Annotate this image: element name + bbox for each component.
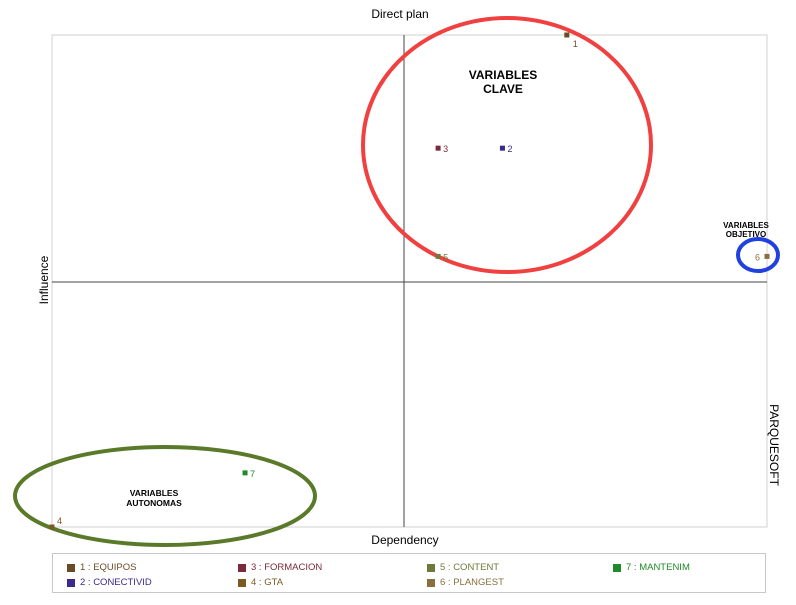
y-axis-label: Influence bbox=[37, 255, 51, 304]
data-point-1 bbox=[564, 32, 570, 38]
legend-swatch bbox=[427, 578, 435, 587]
legend-label: 6 : PLANGEST bbox=[440, 577, 504, 588]
data-label-4: 4 bbox=[57, 516, 62, 526]
data-label-2: 2 bbox=[507, 144, 512, 154]
data-point-6 bbox=[764, 253, 770, 259]
legend-label: 1 : EQUIPOS bbox=[80, 562, 137, 573]
data-label-5: 5 bbox=[443, 252, 448, 262]
legend-item-5: 5 : CONTENT bbox=[427, 562, 499, 573]
annotation-variables-objetivo: VARIABLES OBJETIVO bbox=[723, 221, 769, 239]
ellipse-variables-autonomas bbox=[13, 445, 317, 547]
legend-item-4: 4 : GTA bbox=[238, 577, 283, 588]
chart-legend: 1 : EQUIPOS 2 : CONECTIVID 3 : FORMACION 4 … bbox=[52, 553, 766, 593]
ellipse-variables-objetivo bbox=[736, 237, 780, 273]
legend-swatch bbox=[238, 578, 246, 587]
data-point-3 bbox=[435, 145, 441, 151]
legend-item-1: 1 : EQUIPOS bbox=[67, 562, 137, 573]
side-label-parquesoft: PARQUESOFT bbox=[767, 404, 781, 486]
data-point-2 bbox=[499, 145, 505, 151]
data-label-6: 6 bbox=[755, 252, 760, 262]
legend-label: 5 : CONTENT bbox=[440, 562, 500, 573]
plot-frame bbox=[51, 34, 768, 528]
legend-item-2: 2 : CONECTIVID bbox=[67, 577, 152, 588]
data-point-5 bbox=[435, 253, 441, 259]
legend-swatch bbox=[67, 578, 75, 587]
annotation-variables-clave: VARIABLES CLAVE bbox=[469, 68, 537, 96]
ellipse-variables-clave bbox=[361, 16, 653, 274]
legend-swatch bbox=[613, 563, 621, 572]
x-axis-label: Dependency bbox=[371, 533, 438, 547]
legend-label: 2 : CONECTIVID bbox=[80, 577, 152, 588]
legend-swatch bbox=[67, 563, 75, 572]
data-label-3: 3 bbox=[443, 144, 448, 154]
legend-item-7: 7 : MANTENIM bbox=[613, 562, 690, 573]
data-label-1: 1 bbox=[573, 39, 578, 49]
data-point-4 bbox=[49, 524, 55, 530]
legend-label: 7 : MANTENIM bbox=[626, 562, 690, 573]
legend-swatch bbox=[238, 563, 246, 572]
data-label-7: 7 bbox=[250, 469, 255, 479]
legend-item-6: 6 : PLANGEST bbox=[427, 577, 504, 588]
legend-swatch bbox=[427, 563, 435, 572]
legend-item-3: 3 : FORMACION bbox=[238, 562, 322, 573]
legend-label: 4 : GTA bbox=[251, 577, 284, 588]
legend-label: 3 : FORMACION bbox=[251, 562, 323, 573]
chart-title: Direct plan bbox=[371, 7, 428, 21]
data-point-7 bbox=[242, 470, 248, 476]
annotation-variables-autonomas: VARIABLES AUTONOMAS bbox=[126, 488, 182, 508]
